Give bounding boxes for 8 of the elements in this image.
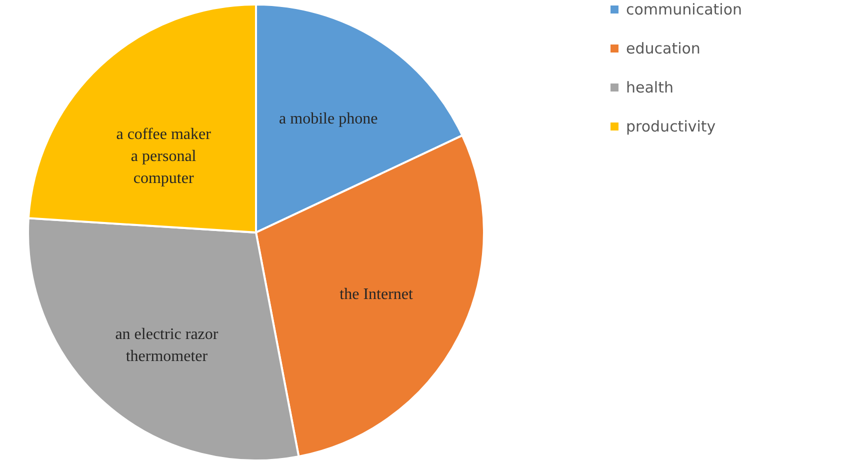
legend-label: communication: [626, 0, 742, 18]
text: an electric razor thermometer: [115, 326, 219, 365]
text: the Internet: [340, 286, 414, 303]
text: a coffee maker a personal computer: [116, 126, 212, 188]
legend-label: education: [626, 40, 700, 58]
text: a mobile phone: [279, 110, 378, 128]
legend-label: health: [626, 78, 674, 96]
legend-label: productivity: [626, 118, 716, 136]
